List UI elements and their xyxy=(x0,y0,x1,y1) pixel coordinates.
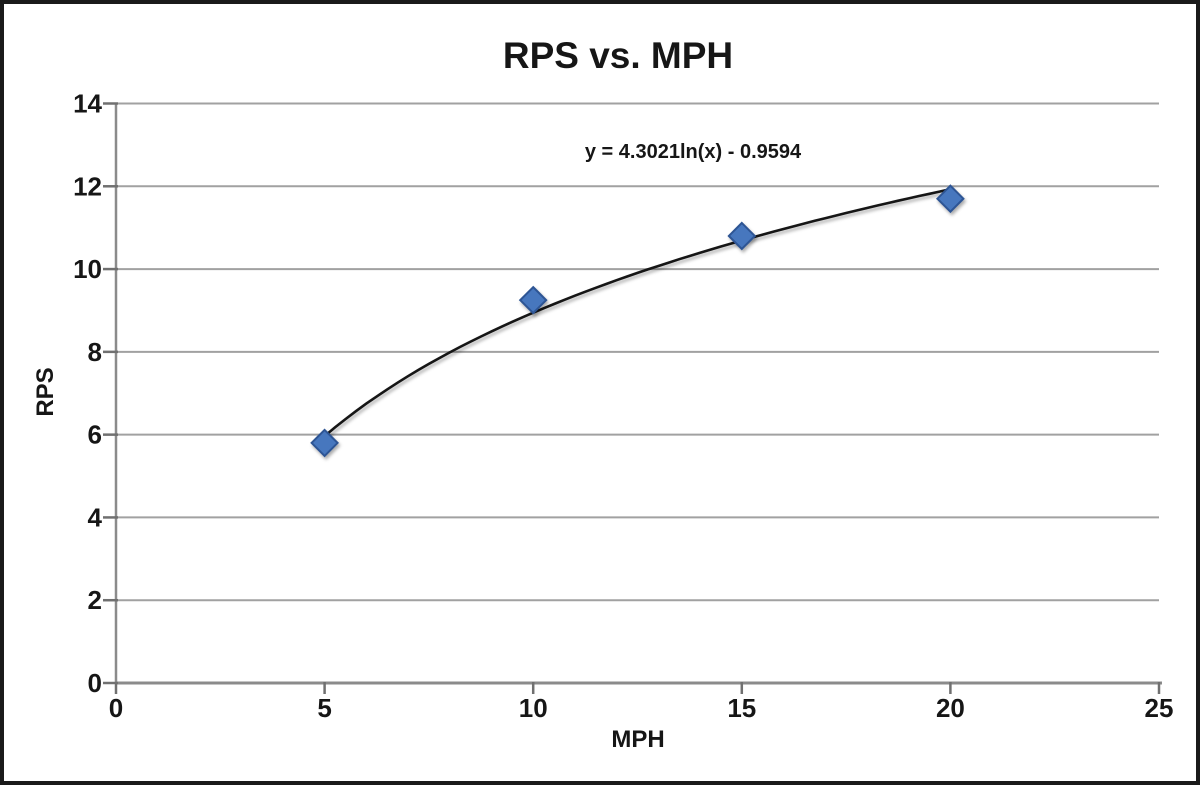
trendline-layer xyxy=(323,187,952,438)
data-point xyxy=(518,285,548,315)
tick-labels: 0 2 4 6 8 10 12 14 0 5 10 15 20 25 xyxy=(73,89,1173,724)
y-tick-label: 8 xyxy=(88,337,102,367)
y-tick-label: 14 xyxy=(73,89,102,119)
chart-title: RPS vs. MPH xyxy=(502,35,734,76)
data-point xyxy=(935,184,965,214)
data-point xyxy=(310,428,340,458)
x-tick-label: 20 xyxy=(936,693,965,723)
axes xyxy=(103,102,1162,694)
y-tick-label: 2 xyxy=(88,585,102,615)
gridlines xyxy=(116,102,1159,602)
data-points-layer xyxy=(310,184,965,458)
x-tick-label: 10 xyxy=(519,693,548,723)
y-tick-label: 0 xyxy=(88,668,102,698)
x-tick-label: 0 xyxy=(109,693,123,723)
trendline-equation-label: y = 4.3021ln(x) - 0.9594 xyxy=(584,141,802,163)
plot-area: 0 2 4 6 8 10 12 14 0 5 10 15 20 25 xyxy=(73,89,1173,724)
y-tick-label: 10 xyxy=(73,254,102,284)
data-point xyxy=(727,221,757,251)
y-tick-label: 4 xyxy=(88,502,103,532)
x-tick-label: 25 xyxy=(1145,693,1174,723)
x-tick-label: 5 xyxy=(317,693,331,723)
trendline xyxy=(323,187,952,438)
x-tick-label: 15 xyxy=(727,693,756,723)
y-tick-label: 6 xyxy=(88,420,102,450)
x-axis-title: MPH xyxy=(611,726,665,753)
y-tick-label: 12 xyxy=(73,171,102,201)
